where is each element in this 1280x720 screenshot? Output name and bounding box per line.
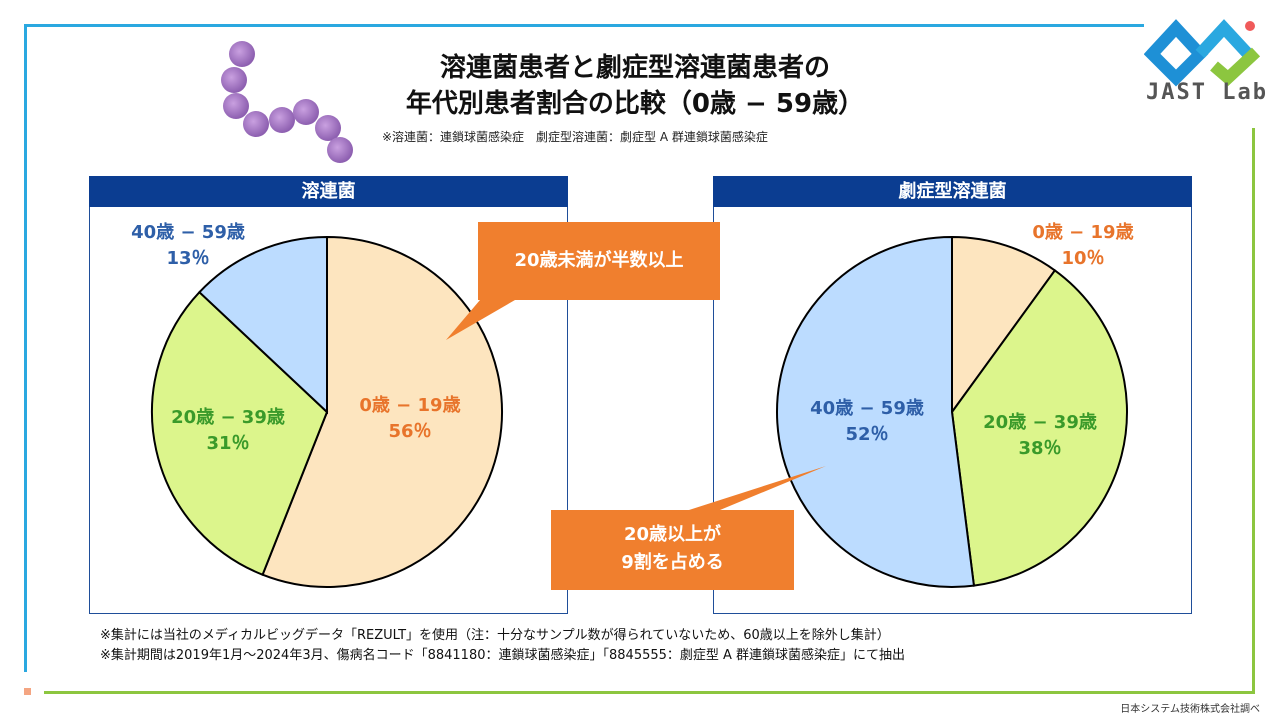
page-title: 溶連菌患者と劇症型溶連菌患者の 年代別患者割合の比較（0歳 − 59歳） [330,50,940,122]
logo-text: JAST Lab [1146,80,1268,105]
pie-slice-strep-0-19 [261,235,503,588]
label-severe-40-59: 40歳 − 59歳 52％ [810,398,924,445]
jast-lab-logo-icon [1144,19,1261,87]
frame-bottom-line [44,691,1255,694]
panel-strep-header: 溶連菌 [89,176,568,207]
corner-dot [24,688,31,695]
callout-left-shape [446,222,720,340]
frame-left-line [24,24,27,672]
pie-strep [150,235,503,588]
label-strep-20-39: 20歳 − 39歳 31％ [171,407,285,454]
footnote-1: ※集計には当社のメディカルビッグデータ「REZULT」を使用（注：十分なサンプル… [100,628,890,643]
pie-severe-strep [775,235,1128,588]
label-strep-0-19: 0歳 − 19歳 56％ [359,395,461,442]
pie-slice-strep-20-39 [150,290,329,577]
pie-slice-strep-40-59 [198,235,328,415]
footnote-2: ※集計期間は2019年1月〜2024年3月、傷病名コード「8841180：連鎖球… [100,648,906,663]
pie-slice-severe-0-19 [951,235,1057,416]
streptococcus-icon [221,41,353,163]
title-line-2: 年代別患者割合の比較（0歳 − 59歳） [405,89,865,119]
label-severe-20-39: 20歳 − 39歳 38％ [983,412,1097,459]
frame-top-line [24,24,1144,27]
label-strep-40-59: 40歳 − 59歳 13％ [131,222,245,269]
callout-right-text: 20歳以上が 9割を占める [621,524,724,573]
callout-left-text: 20歳未満が半数以上 [514,250,684,271]
label-severe-0-19: 0歳 − 19歳 10％ [1032,222,1134,269]
callout-right-shape [551,466,826,590]
footnotes: ※集計には当社のメディカルビッグデータ「REZULT」を使用（注：十分なサンプル… [100,626,905,666]
source-note: 日本システム技術株式会社調べ [1120,704,1260,715]
pie-slice-severe-20-39 [950,269,1128,587]
frame-right-line [1252,128,1255,694]
pie-slice-severe-40-59 [775,235,976,588]
panel-severe-strep-header: 劇症型溶連菌 [713,176,1192,207]
title-line-1: 溶連菌患者と劇症型溶連菌患者の [439,53,830,83]
title-note: ※溶連菌：連鎖球菌感染症 劇症型溶連菌：劇症型 A 群連鎖球菌感染症 [382,130,768,144]
